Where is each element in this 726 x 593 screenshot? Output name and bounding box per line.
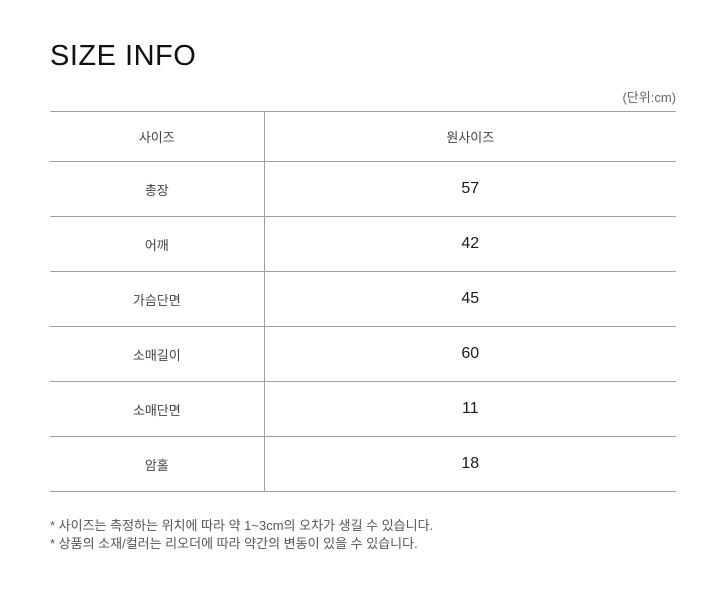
size-table: 사이즈 원사이즈 총장 57 어깨 42 가슴단면 45 소매길이 60 소매단 <box>50 111 676 492</box>
row-value: 57 <box>461 180 480 198</box>
table-row: 가슴단면 45 <box>50 271 676 327</box>
footnote-material-variation: * 상품의 소재/컬러는 리오더에 따라 약간의 변동이 있을 수 있습니다. <box>50 536 418 552</box>
row-value: 11 <box>461 400 479 418</box>
row-label: 총장 <box>50 161 265 217</box>
row-value: 60 <box>461 345 480 363</box>
page-title: SIZE INFO <box>50 40 197 72</box>
table-row: 총장 57 <box>50 161 676 217</box>
table-row: 소매길이 60 <box>50 326 676 382</box>
size-table-header-value: 원사이즈 <box>446 130 495 146</box>
size-table-header-row: 사이즈 원사이즈 <box>50 111 676 162</box>
table-row: 어깨 42 <box>50 216 676 272</box>
row-label: 어깨 <box>50 216 265 272</box>
footnotes: * 사이즈는 측정하는 위치에 따라 약 1~3cm의 오차가 생길 수 있습니… <box>50 517 676 553</box>
size-table-header-label: 사이즈 <box>50 111 265 162</box>
row-value: 18 <box>461 455 480 473</box>
row-label: 암홀 <box>50 436 265 492</box>
footnote-size-tolerance: * 사이즈는 측정하는 위치에 따라 약 1~3cm의 오차가 생길 수 있습니… <box>50 518 434 534</box>
table-row: 소매단면 11 <box>50 381 676 437</box>
row-label: 가슴단면 <box>50 271 265 327</box>
row-value: 42 <box>461 235 480 253</box>
unit-note: (단위:cm) <box>622 90 676 106</box>
row-value: 45 <box>461 290 480 308</box>
row-label: 소매단면 <box>50 381 265 437</box>
table-row: 암홀 18 <box>50 436 676 492</box>
row-label: 소매길이 <box>50 326 265 382</box>
